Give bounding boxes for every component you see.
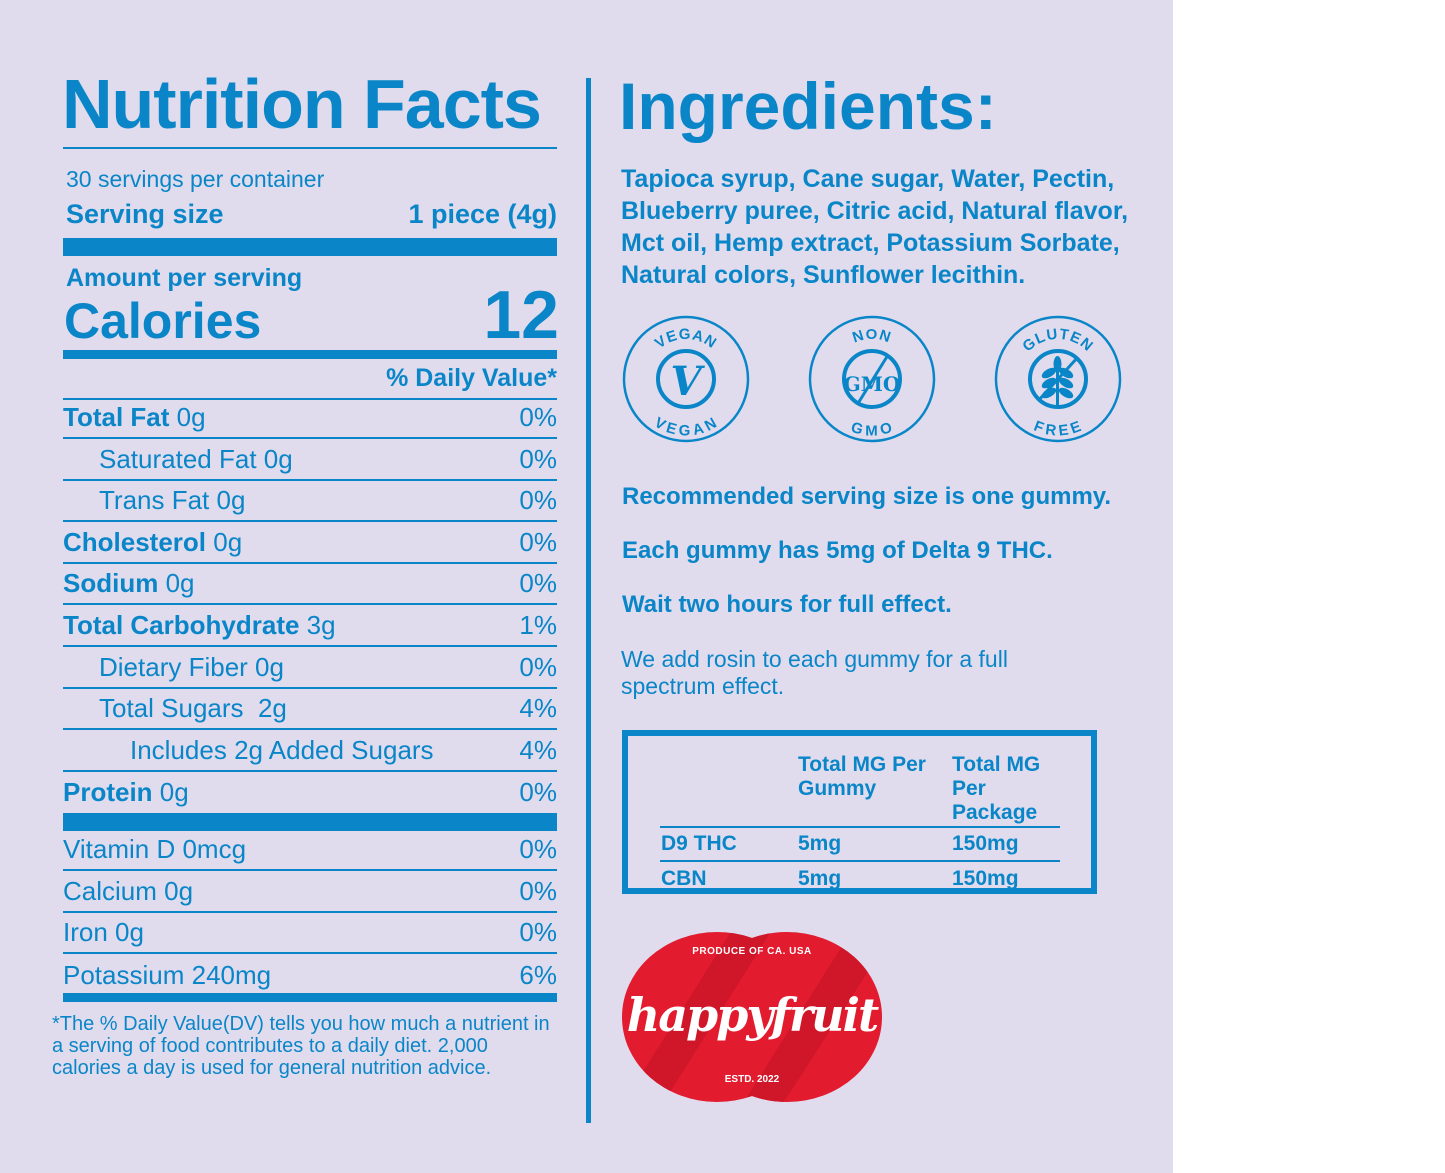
footnote: *The % Daily Value(DV) tells you how muc… [52, 1013, 550, 1079]
dose-row-gummy: 5mg [798, 866, 842, 890]
thick-divider [63, 238, 557, 256]
nutrient-dv: 1% [519, 610, 557, 640]
vitamin-dv: 0% [519, 875, 557, 906]
nutrient-name: Includes 2g Added Sugars [130, 734, 434, 765]
logo-established: ESTD. 2022 [724, 1074, 780, 1085]
nutrient-dv: 4% [519, 734, 557, 765]
nutrient-row: Dietary Fiber 0g 0% [63, 648, 557, 689]
nutrient-dv: 0% [519, 526, 557, 557]
dose-row-name: D9 THC [661, 832, 737, 855]
rosin-note: We add rosin to each gummy for a full sp… [621, 646, 1008, 699]
svg-text:VEGAN: VEGAN [652, 326, 720, 352]
calories-value: 12 [483, 277, 559, 353]
logo-origin: PRODUCE OF CA. USA [692, 946, 812, 957]
vitamin-name: Iron 0g [63, 917, 144, 948]
vitamin-name: Calcium 0g [63, 875, 194, 906]
nutrient-dv: 0% [519, 777, 557, 808]
ingredients-text: Tapioca syrup, Cane sugar, Water, Pectin… [621, 165, 1129, 289]
serving-size-label: Serving size [66, 199, 224, 229]
note-wait: Wait two hours for full effect. [622, 591, 952, 618]
thick-divider [63, 813, 557, 831]
ingredients-title: Ingredients: [619, 69, 997, 143]
logo-brand: happyfruit [626, 988, 880, 1042]
dose-table-box: Total MG Per Gummy Total MG Per Package … [622, 730, 1097, 894]
nutrient-name: Total Fat 0g [63, 402, 206, 432]
serving-size-value: 1 piece (4g) [408, 199, 557, 229]
dose-header-gummy: Total MG Per Gummy [798, 753, 926, 800]
svg-text:FREE: FREE [1031, 418, 1084, 440]
vitamin-row: Potassium 240mg 6% [63, 955, 557, 996]
vitamin-name: Potassium 240mg [63, 959, 272, 990]
svg-text:NON: NON [850, 326, 893, 346]
amount-per-serving: Amount per serving [66, 264, 303, 292]
dose-row-gummy: 5mg [798, 832, 842, 855]
vegan-icon: VEGAN VEGAN V [622, 315, 750, 443]
nutrient-dv: 0% [519, 443, 557, 474]
happyfruit-logo: PRODUCE OF CA. USA happyfruit ESTD. 2022 [622, 930, 882, 1105]
nutrient-dv: 0% [519, 402, 557, 432]
wheat-icon: GLUTEN FREE [994, 315, 1122, 443]
vitamin-row: Iron 0g 0% [63, 913, 557, 955]
nutrition-title: Nutrition Facts [62, 65, 542, 143]
nutrient-dv: 0% [519, 651, 557, 682]
nutrient-row: Protein 0g 0% [63, 772, 557, 813]
daily-value-header: % Daily Value* [63, 359, 557, 400]
vitamin-row: Calcium 0g 0% [63, 872, 557, 913]
non-gmo-icon: NON GMO GMO [808, 315, 936, 443]
nutrient-row: Cholesterol 0g 0% [63, 523, 557, 564]
servings-per-container: 30 servings per container [66, 166, 325, 192]
divider [63, 147, 557, 149]
nutrient-name: Saturated Fat 0g [99, 443, 293, 474]
nutrient-name: Sodium 0g [63, 568, 195, 599]
nutrient-name: Total Sugars 2g [99, 693, 287, 724]
svg-text:GMO: GMO [849, 419, 895, 440]
vitamin-name: Vitamin D 0mcg [63, 834, 247, 864]
dose-header-empty [660, 752, 797, 827]
note-dose: Each gummy has 5mg of Delta 9 THC. [622, 537, 1053, 564]
thick-divider [63, 350, 557, 359]
vitamin-dv: 0% [519, 917, 557, 948]
thick-divider [63, 993, 557, 1002]
dose-row-name: CBN [661, 866, 707, 890]
nutrient-row: Trans Fat 0g 0% [63, 481, 557, 523]
dose-row-package: 150mg [952, 866, 1019, 890]
nutrient-name: Cholesterol 0g [63, 526, 243, 557]
vitamin-dv: 0% [519, 834, 557, 864]
nutrient-dv: 0% [519, 485, 557, 516]
nutrient-row: Total Fat 0g 0% [63, 398, 557, 439]
nutrient-row: Total Carbohydrate 3g 1% [63, 606, 557, 647]
note-serving: Recommended serving size is one gummy. [622, 483, 1112, 510]
calories-label: Calories [64, 293, 262, 349]
logo-shape-icon [622, 932, 882, 1102]
dose-table: Total MG Per Gummy Total MG Per Package … [660, 752, 1060, 895]
nutrient-name: Trans Fat 0g [99, 485, 246, 516]
nutrient-dv: 0% [519, 568, 557, 599]
svg-text:V: V [670, 358, 705, 405]
nutrient-name: Total Carbohydrate 3g [63, 610, 336, 640]
nutrient-name: Dietary Fiber 0g [99, 651, 284, 682]
nutrient-name: Protein 0g [63, 777, 189, 808]
nutrient-row: Includes 2g Added Sugars 4% [63, 731, 557, 772]
nutrient-row: Total Sugars 2g 4% [63, 689, 557, 731]
dose-row-package: 150mg [952, 832, 1019, 855]
vitamin-dv: 6% [519, 959, 557, 990]
nutrient-dv: 4% [519, 693, 557, 724]
label-panel: Nutrition Facts 30 servings per containe… [0, 0, 1173, 1173]
column-divider [586, 78, 591, 1123]
dose-header-package: Total MG Per Package [952, 753, 1041, 824]
svg-text:GMO: GMO [844, 372, 901, 396]
dv-header-text: % Daily Value* [386, 364, 557, 392]
nutrient-row: Sodium 0g 0% [63, 564, 557, 606]
vitamin-row: Vitamin D 0mcg 0% [63, 830, 557, 871]
nutrient-row: Saturated Fat 0g 0% [63, 440, 557, 481]
